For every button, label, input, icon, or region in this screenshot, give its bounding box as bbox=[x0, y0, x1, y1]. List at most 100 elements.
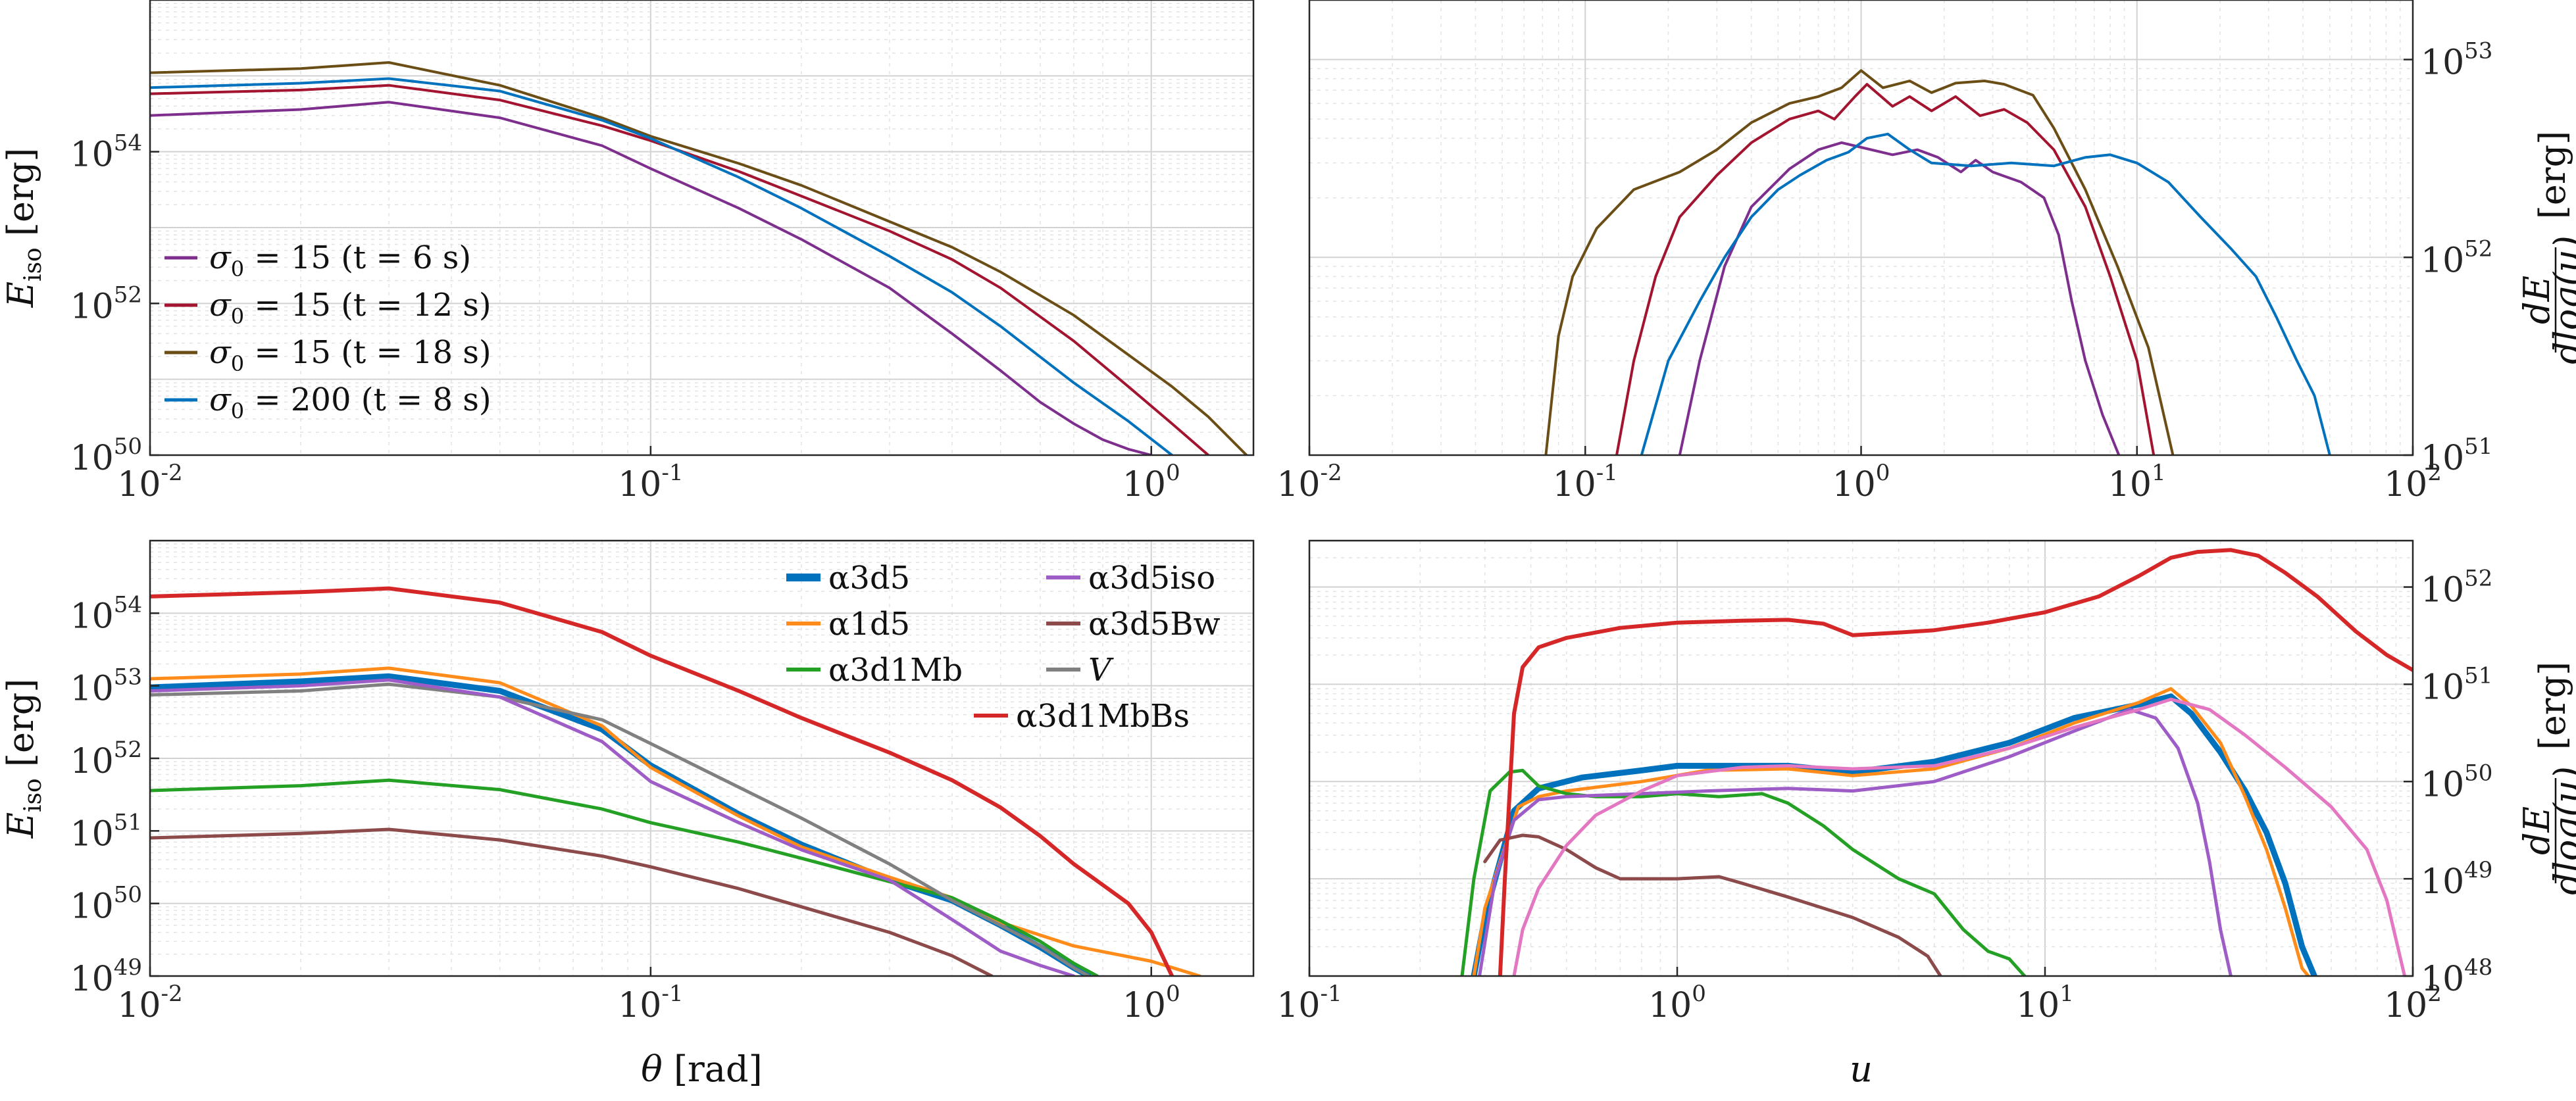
series-line bbox=[1640, 132, 2331, 455]
y-label-subscript: iso bbox=[20, 778, 47, 812]
legend-label: σ0 = 15 (t = 18 s) bbox=[209, 334, 492, 376]
y-label-numerator: dE bbox=[2516, 806, 2558, 855]
legend-label: α1d5 bbox=[828, 606, 910, 643]
tick-base: 10 bbox=[1832, 465, 1876, 504]
legend-sigma-sub: 0 bbox=[231, 399, 244, 424]
x-label-symbol: θ bbox=[641, 1048, 663, 1090]
series-line bbox=[150, 101, 1153, 455]
legend-label: α3d5Bw bbox=[1088, 606, 1221, 643]
y-axis-label: Eiso [erg] bbox=[0, 148, 47, 308]
y-tick-label: 1052 bbox=[2421, 235, 2492, 280]
y-tick-label: 1053 bbox=[70, 664, 142, 709]
x-axis-label: θ [rad] bbox=[641, 1048, 762, 1090]
tick-base: 10 bbox=[1553, 465, 1596, 504]
legend-label: V bbox=[1088, 652, 1114, 689]
x-axis-label: u bbox=[1850, 1048, 1873, 1090]
legend-label: α3d5 bbox=[828, 560, 910, 597]
tick-base: 10 bbox=[2421, 765, 2464, 804]
y-tick-label: 1050 bbox=[70, 882, 142, 927]
series-line bbox=[1471, 693, 2317, 976]
x-tick-label: 10-1 bbox=[1553, 460, 1618, 504]
tick-base: 10 bbox=[2421, 241, 2464, 280]
tick-exponent: 52 bbox=[114, 737, 142, 763]
series-line bbox=[150, 586, 1174, 976]
tick-base: 10 bbox=[2421, 43, 2464, 83]
series-line bbox=[150, 778, 1099, 976]
tick-base: 10 bbox=[2421, 571, 2464, 610]
tick-base: 10 bbox=[2421, 668, 2464, 707]
grid bbox=[149, 541, 1253, 977]
legend-entry: σ0 = 15 (t = 6 s) bbox=[164, 239, 471, 281]
y-label-denominator: dlog(u) bbox=[2546, 766, 2576, 895]
tick-exponent: 52 bbox=[2464, 235, 2492, 262]
legend-entry: α1d5 bbox=[786, 606, 910, 643]
tick-base: 10 bbox=[2384, 465, 2427, 504]
legend-sigma-sub: 0 bbox=[231, 304, 244, 329]
x-tick-label: 10-1 bbox=[1276, 981, 1342, 1025]
x-label-unit: [rad] bbox=[663, 1048, 763, 1090]
y-tick-label: 1051 bbox=[70, 809, 142, 854]
tick-base: 10 bbox=[2016, 986, 2059, 1025]
series-line bbox=[1544, 69, 2175, 455]
chart-panel-bottom-left: 10-2 10-1 100104910501051105210531054Eiso … bbox=[0, 539, 1255, 1090]
x-tick-label: 101 bbox=[2016, 981, 2074, 1025]
legend-sigma-sub: 0 bbox=[231, 257, 244, 281]
y-label-unit: [erg] bbox=[2532, 131, 2573, 219]
y-label-unit: [erg] bbox=[0, 679, 41, 779]
tick-exponent: 49 bbox=[2464, 857, 2492, 883]
legend-label: α3d1MbBs bbox=[1016, 698, 1190, 735]
series-line bbox=[150, 84, 1210, 455]
series-line bbox=[1678, 141, 2121, 455]
y-label-symbol: E bbox=[0, 281, 41, 308]
legend-sigma: σ bbox=[209, 239, 232, 276]
tick-exponent: 1 bbox=[2152, 460, 2166, 486]
chart-panel-top-right: 10-2 10-1 100 101 102105110521053dEdlog(u)[e… bbox=[1276, 0, 2576, 504]
y-tick-label: 1049 bbox=[70, 954, 142, 999]
tick-exponent: 53 bbox=[2464, 38, 2492, 64]
y-tick-label: 1052 bbox=[70, 281, 142, 326]
tick-exponent: 50 bbox=[2464, 760, 2492, 786]
tick-exponent: 2 bbox=[2427, 460, 2442, 486]
tick-exponent: 0 bbox=[1166, 981, 1180, 1007]
tick-base: 10 bbox=[2108, 465, 2152, 504]
legend-entry: α3d5Bw bbox=[1046, 606, 1221, 643]
tick-exponent: 2 bbox=[2427, 981, 2442, 1007]
legend-entry: σ0 = 200 (t = 8 s) bbox=[164, 381, 492, 424]
series-line bbox=[150, 682, 1091, 976]
tick-exponent: -1 bbox=[661, 981, 683, 1007]
tick-base: 10 bbox=[2384, 986, 2427, 1025]
tick-exponent: 52 bbox=[2464, 566, 2492, 592]
legend-value: = 15 (t = 12 s) bbox=[244, 287, 492, 324]
series-group bbox=[1460, 548, 2413, 976]
series-group bbox=[150, 61, 1248, 455]
tick-exponent: -1 bbox=[661, 460, 683, 486]
series-group bbox=[1544, 69, 2331, 455]
y-tick-label: 1048 bbox=[2421, 954, 2492, 999]
tick-exponent: 50 bbox=[114, 882, 142, 908]
tick-base: 10 bbox=[2421, 439, 2464, 478]
legend-entry: σ0 = 15 (t = 12 s) bbox=[164, 287, 492, 329]
x-tick-label: 10-2 bbox=[1276, 460, 1342, 504]
series-group bbox=[150, 586, 1201, 976]
series-line bbox=[150, 666, 1201, 976]
tick-base: 10 bbox=[1123, 986, 1166, 1025]
x-label-symbol: u bbox=[1850, 1048, 1873, 1090]
y-label-unit: [erg] bbox=[0, 148, 41, 248]
tick-exponent: -1 bbox=[1596, 460, 1618, 486]
legend-label: α3d1Mb bbox=[828, 652, 963, 689]
y-tick-label: 1054 bbox=[70, 591, 142, 636]
y-tick-label: 1052 bbox=[2421, 566, 2492, 610]
y-tick-label: 1049 bbox=[2421, 857, 2492, 902]
y-tick-label: 1054 bbox=[70, 130, 142, 175]
y-tick-label: 1051 bbox=[2421, 433, 2492, 478]
chart-panel-bottom-right: 10-1 100 101 10210481049105010511052dEdlog(… bbox=[1276, 539, 2576, 1090]
legend-entry: α3d1Mb bbox=[786, 652, 963, 689]
tick-base: 10 bbox=[1276, 465, 1320, 504]
tick-exponent: 54 bbox=[114, 130, 142, 157]
legend-sigma-sub: 0 bbox=[231, 351, 244, 376]
tick-base: 10 bbox=[2421, 862, 2464, 902]
